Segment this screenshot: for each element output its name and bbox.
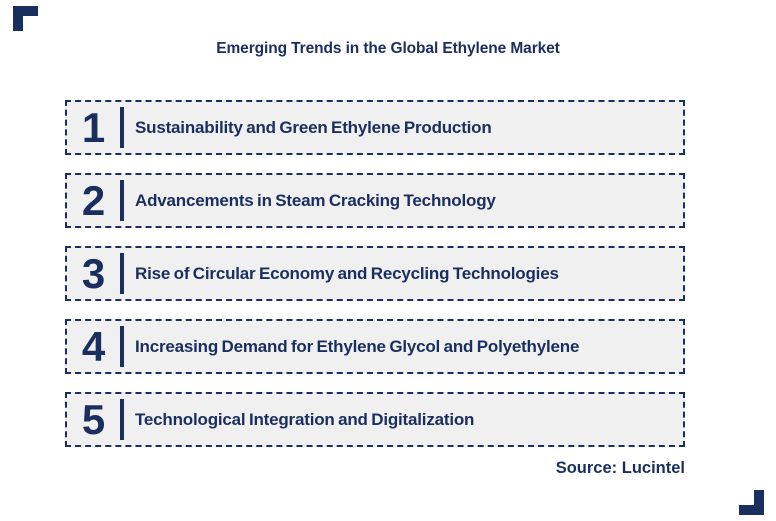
corner-accent-top-left xyxy=(13,6,38,31)
trend-number: 5 xyxy=(81,396,106,443)
vertical-divider xyxy=(120,180,124,221)
trend-number: 2 xyxy=(81,177,106,224)
trend-item-1: 1 Sustainability and Green Ethylene Prod… xyxy=(65,100,685,155)
vertical-divider xyxy=(120,399,124,440)
trend-label: Technological Integration and Digitaliza… xyxy=(135,409,475,429)
trend-label: Sustainability and Green Ethylene Produc… xyxy=(135,117,492,137)
vertical-divider xyxy=(120,253,124,294)
trend-number: 3 xyxy=(81,250,106,297)
trend-item-5: 5 Technological Integration and Digitali… xyxy=(65,392,685,447)
trend-item-3: 3 Rise of Circular Economy and Recycling… xyxy=(65,246,685,301)
page-title: Emerging Trends in the Global Ethylene M… xyxy=(216,40,560,57)
trend-number: 4 xyxy=(81,323,106,370)
trend-list: 1 Sustainability and Green Ethylene Prod… xyxy=(65,100,685,465)
trend-label: Increasing Demand for Ethylene Glycol an… xyxy=(135,336,580,356)
vertical-divider xyxy=(120,326,124,367)
trend-number: 1 xyxy=(81,104,106,151)
source-attribution: Source: Lucintel xyxy=(555,459,685,477)
trend-item-2: 2 Advancements in Steam Cracking Technol… xyxy=(65,173,685,228)
corner-accent-bottom-right xyxy=(739,490,764,515)
trend-item-4: 4 Increasing Demand for Ethylene Glycol … xyxy=(65,319,685,374)
trend-label: Rise of Circular Economy and Recycling T… xyxy=(135,263,559,283)
vertical-divider xyxy=(120,107,124,148)
trend-label: Advancements in Steam Cracking Technolog… xyxy=(135,190,496,210)
